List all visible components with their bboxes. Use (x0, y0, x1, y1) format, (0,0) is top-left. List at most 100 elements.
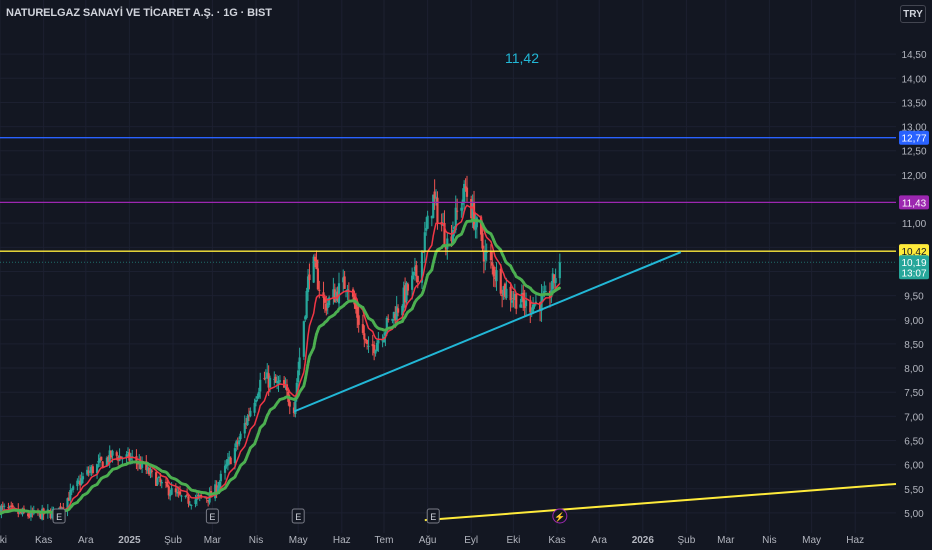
candle-body (402, 287, 405, 308)
candle-body (306, 276, 310, 293)
candle-body (266, 372, 269, 379)
candle-body (328, 297, 331, 306)
candle-body (188, 504, 191, 506)
candle-body (169, 493, 172, 497)
candle-body (136, 463, 139, 465)
last-price-label: 10,19 (901, 258, 926, 269)
candle-body (174, 488, 177, 493)
candle-body (357, 315, 360, 325)
candle-body (523, 300, 526, 308)
candle-body (160, 481, 163, 484)
candle-body (105, 457, 109, 467)
candle-body (3, 505, 6, 507)
candle-body (558, 262, 561, 279)
candle-body (519, 304, 522, 308)
candle-body (254, 400, 258, 403)
candle-body (381, 340, 384, 342)
candle-body (391, 318, 394, 321)
candle-body (420, 251, 424, 283)
candle-body (544, 291, 547, 293)
price-axis[interactable]: 5,00 5,50 6,00 6,50 7,00 7,50 8,00 8,50 9,00 9,50… (901, 50, 926, 520)
candle-body (110, 450, 113, 458)
level-price-tag (899, 244, 929, 259)
trendline[interactable] (424, 482, 897, 522)
candle-body (243, 423, 246, 434)
earnings-marker[interactable] (426, 508, 440, 524)
candle-body (450, 236, 453, 242)
candle-body (529, 300, 532, 313)
candle-body (264, 377, 267, 379)
y-tick-label: 9,00 (904, 316, 924, 327)
candle-body (492, 266, 495, 277)
earnings-marker[interactable] (52, 508, 66, 524)
split-marker[interactable] (552, 508, 568, 524)
candle-body (539, 302, 542, 312)
earnings-marker-label: E (56, 512, 62, 522)
x-tick-label: Mar (204, 535, 222, 546)
candle-body (451, 229, 455, 244)
trendlines-overlay (293, 251, 897, 522)
candle-body (305, 290, 308, 318)
candle-body (316, 268, 319, 290)
candle-body (302, 321, 305, 357)
price-annotation-text[interactable]: 11,42 (505, 50, 539, 66)
candle-body (79, 481, 82, 486)
candle-body (249, 410, 252, 417)
trendline[interactable] (293, 251, 682, 413)
candle-body (268, 377, 272, 388)
candle-body (245, 422, 248, 424)
candle-body (246, 415, 249, 425)
candle-body (394, 314, 397, 321)
candle-body (444, 246, 447, 250)
candle-body (27, 513, 30, 517)
earnings-marker-label: E (209, 512, 215, 522)
candle-body (533, 304, 536, 307)
candle-body (70, 489, 73, 491)
earnings-marker[interactable] (205, 508, 219, 524)
candle-body (223, 465, 227, 473)
candle-body (356, 306, 359, 318)
level-price-tag (899, 195, 929, 210)
time-axis[interactable]: Eki Kas Ara 2025 Şub Mar Nis May Haz Tem Ağu Eyl Eki… (0, 535, 864, 546)
candle-body (481, 233, 484, 249)
currency-button[interactable]: TRY (900, 5, 926, 23)
candle-body (176, 491, 179, 494)
candle-body (164, 481, 168, 483)
candle-body (267, 373, 270, 388)
candle-body (416, 275, 419, 283)
candle-body (474, 224, 477, 230)
candle-body (140, 461, 144, 468)
candle-body (204, 497, 207, 499)
candle-body (277, 382, 280, 384)
candle-body (226, 459, 229, 466)
candle-body (395, 306, 398, 321)
candle-body (515, 293, 518, 309)
candle-body (485, 251, 488, 253)
candle-body (499, 268, 502, 294)
candle-body (554, 278, 557, 284)
candle-body (72, 486, 75, 490)
candle-body (167, 486, 170, 496)
candle-body (484, 251, 487, 260)
y-tick-label: 5,50 (904, 485, 924, 496)
candle-body (187, 496, 190, 504)
candle-body (125, 454, 128, 458)
event-markers[interactable]: E E E E ⚡ (52, 508, 568, 524)
candle-body (401, 305, 404, 316)
candle-body (207, 500, 210, 502)
candle-body (97, 460, 100, 463)
candle-body (425, 227, 428, 231)
candle-body (361, 324, 365, 333)
candle-body (1, 505, 4, 507)
x-tick-label: Kas (548, 535, 565, 546)
candle-body (520, 293, 523, 303)
candle-body (313, 256, 317, 261)
candle-body (184, 495, 187, 497)
symbol-title[interactable]: NATURELGAZ SANAYİ VE TİCARET A.Ş. · 1G ·… (6, 7, 272, 19)
candle-body (460, 207, 463, 211)
earnings-marker[interactable] (291, 508, 305, 524)
candle-body (312, 256, 315, 283)
level-price-label: 12,77 (901, 134, 926, 145)
